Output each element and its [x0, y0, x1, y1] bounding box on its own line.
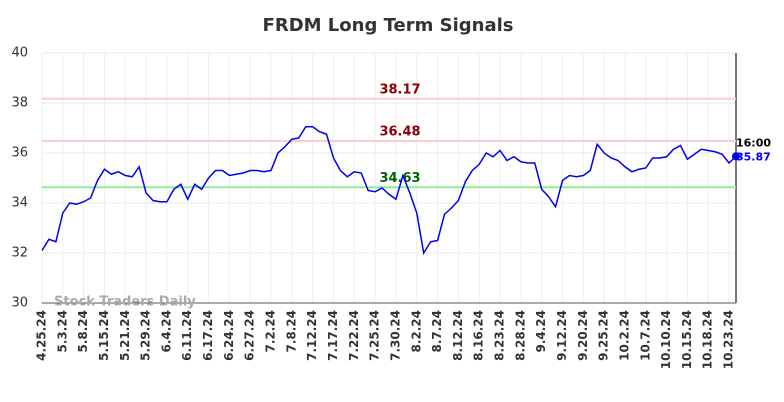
y-tick-label: 38	[11, 96, 28, 111]
x-tick-label: 5.8.24	[76, 310, 90, 353]
chart-title: FRDM Long Term Signals	[263, 15, 514, 36]
x-tick-label: 8.2.24	[409, 310, 423, 353]
x-tick-label: 6.11.24	[180, 310, 194, 361]
x-tick-label: 10.10.24	[659, 310, 673, 369]
y-tick-label: 34	[11, 196, 28, 211]
x-tick-label: 7.30.24	[388, 310, 402, 361]
watermark: Stock Traders Daily	[54, 295, 196, 310]
last-point	[732, 152, 740, 161]
price-line	[41, 126, 737, 256]
x-tick-label: 8.16.24	[472, 310, 486, 361]
x-tick-label: 5.29.24	[139, 310, 153, 361]
x-tick-label: 10.7.24	[638, 310, 652, 361]
x-tick-label: 6.24.24	[222, 310, 236, 361]
x-tick-label: 5.3.24	[55, 310, 69, 353]
x-tick-label: 7.22.24	[347, 310, 361, 361]
x-tick-label: 10.23.24	[722, 310, 736, 369]
x-tick-label: 10.18.24	[701, 310, 715, 369]
x-tick-label: 7.17.24	[326, 310, 340, 361]
x-tick-label: 6.4.24	[159, 310, 173, 353]
signal-label: 34.63	[379, 171, 420, 186]
x-tick-label: 8.12.24	[451, 310, 465, 361]
last-value: 35.87	[736, 150, 771, 163]
x-tick-label: 8.28.24	[513, 310, 527, 361]
signal-label: 36.48	[379, 125, 420, 140]
y-tick-label: 40	[11, 46, 28, 61]
x-tick-label: 7.25.24	[368, 310, 382, 361]
x-tick-label: 9.4.24	[534, 310, 548, 353]
x-tick-label: 9.20.24	[576, 310, 590, 361]
x-tick-label: 6.27.24	[243, 310, 257, 361]
x-tick-label: 8.7.24	[430, 310, 444, 353]
y-tick-label: 36	[11, 146, 28, 161]
x-tick-label: 4.25.24	[35, 310, 49, 361]
y-tick-label: 32	[11, 246, 28, 261]
x-tick-label: 9.25.24	[597, 310, 611, 361]
x-tick-label: 9.12.24	[555, 310, 569, 361]
signal-label: 38.17	[379, 82, 420, 97]
x-tick-label: 6.17.24	[201, 310, 215, 361]
x-tick-label: 5.15.24	[97, 310, 111, 361]
x-tick-label: 7.12.24	[305, 310, 319, 361]
x-tick-label: 7.8.24	[284, 310, 298, 353]
x-tick-label: 7.2.24	[264, 310, 278, 353]
y-tick-label: 30	[11, 296, 28, 311]
x-tick-label: 10.15.24	[680, 310, 694, 369]
x-tick-label: 8.23.24	[493, 310, 507, 361]
x-tick-label: 10.2.24	[617, 310, 631, 361]
x-tick-label: 5.21.24	[118, 310, 132, 361]
last-time: 16:00	[736, 136, 771, 149]
